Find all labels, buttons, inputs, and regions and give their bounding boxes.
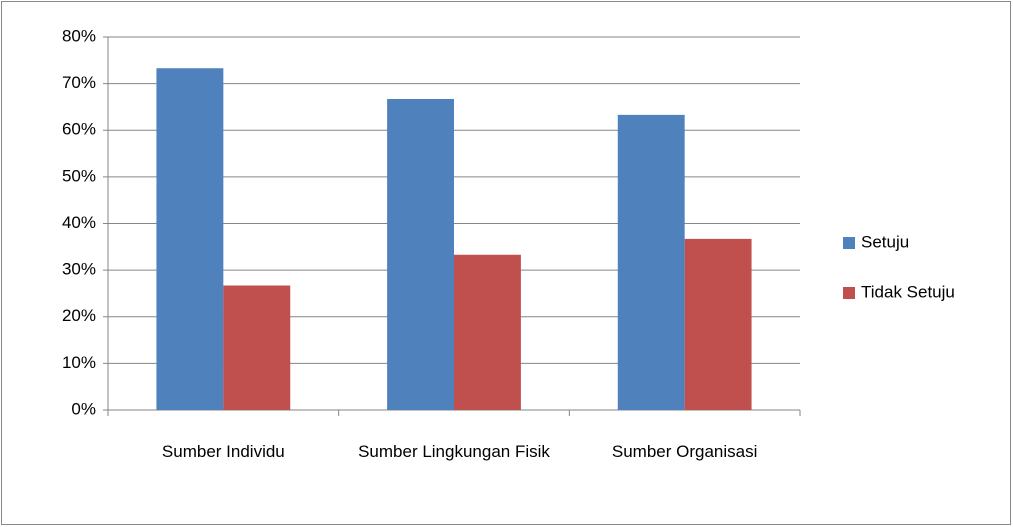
y-tick-label: 20% xyxy=(62,306,96,325)
bar xyxy=(223,285,291,410)
y-tick-label: 50% xyxy=(62,166,96,185)
y-tick-label: 40% xyxy=(62,213,96,232)
bar xyxy=(156,68,224,411)
y-tick-label: 60% xyxy=(62,120,96,139)
bar xyxy=(387,99,454,410)
y-tick-label: 80% xyxy=(62,26,96,45)
legend-swatch xyxy=(843,237,855,249)
bar xyxy=(454,254,521,410)
y-tick-label: 30% xyxy=(62,260,96,279)
x-tick-label: Sumber Lingkungan Fisik xyxy=(358,442,550,461)
bar xyxy=(617,114,685,411)
y-tick-label: 70% xyxy=(62,73,96,92)
x-tick-label: Sumber Organisasi xyxy=(611,442,758,461)
bar xyxy=(684,238,752,410)
y-tick-label: 10% xyxy=(62,353,96,372)
x-tick-label: Sumber Individu xyxy=(161,442,285,461)
legend-label: Setuju xyxy=(861,232,909,251)
legend-label: Tidak Setuju xyxy=(861,282,955,301)
y-tick-label: 0% xyxy=(71,399,96,418)
legend-swatch xyxy=(843,287,855,299)
